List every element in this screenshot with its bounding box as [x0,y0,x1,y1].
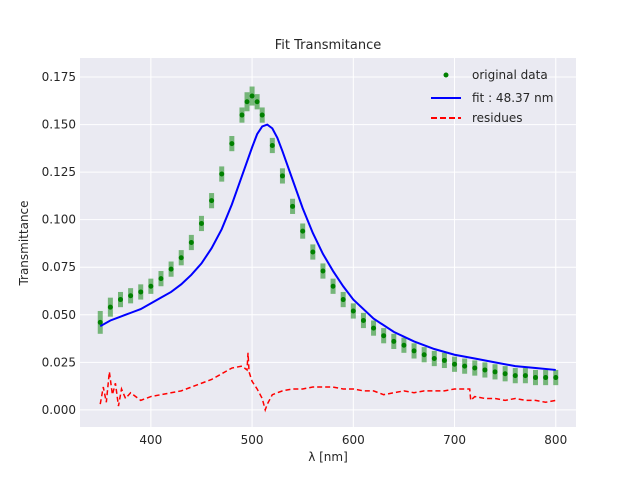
data-point [178,255,184,261]
data-point [259,112,265,118]
data-point [391,338,397,344]
y-tick-label: 0.000 [42,403,76,417]
data-point [300,228,306,234]
data-point [371,325,377,331]
x-tick-label: 800 [544,433,567,447]
legend-label-residues: residues [472,111,523,125]
data-point [310,249,316,255]
legend: original data fit : 48.37 nm residues [431,68,553,125]
data-point [168,266,174,272]
data-point [462,363,468,369]
chart-title: Fit Transmitance [275,38,381,53]
y-tick-label: 0.075 [42,260,76,274]
y-tick-label: 0.025 [42,355,76,369]
data-point [502,371,508,377]
data-point [411,348,417,354]
y-axis-label: Transmittance [17,200,31,286]
data-point [320,268,326,274]
residues-line [99,352,556,413]
data-point [158,276,164,282]
data-point [431,356,437,362]
data-point [198,220,204,226]
data-point [350,308,356,314]
data-point [553,375,559,381]
data-point [219,171,225,177]
data-point [107,304,113,310]
data-point [244,99,250,105]
data-point [148,283,154,289]
ticks: 400 500 600 700 800 0.000 0.025 0.050 0.075 0.100… [42,70,568,447]
data-point [340,297,346,303]
data-point [254,99,260,105]
data-point [472,365,478,371]
y-tick-label: 0.150 [42,118,76,132]
data-point [512,373,518,379]
y-tick-label: 0.100 [42,213,76,227]
data-point [543,375,549,381]
data-point [330,283,336,289]
legend-label-fit: fit : 48.37 nm [472,91,553,105]
data-point [360,317,366,323]
data-point [279,173,285,179]
x-tick-label: 600 [342,433,365,447]
y-tick-label: 0.125 [42,165,76,179]
data-point [117,297,123,303]
x-tick-label: 700 [443,433,466,447]
data-point [492,369,498,375]
data-point [249,93,255,99]
x-axis-label: λ [nm] [308,450,348,464]
data-point [381,333,387,339]
data-point [452,361,458,367]
data-point [188,240,194,245]
x-tick-label: 500 [241,433,264,447]
series-group [97,93,559,413]
data-point [138,289,144,295]
y-tick-label: 0.050 [42,308,76,322]
data-point [269,142,275,148]
grid [80,58,576,427]
legend-label-original-data: original data [472,68,548,82]
data-point [401,342,407,348]
y-tick-label: 0.175 [42,70,76,84]
data-point [290,203,296,209]
x-tick-label: 400 [139,433,162,447]
data-point [128,293,134,299]
data-point [209,198,215,204]
data-point [482,367,488,373]
data-point [97,319,103,325]
data-point [229,141,235,147]
legend-marker-original-data [443,72,449,78]
data-point [421,352,427,358]
data-point [441,357,447,363]
fit-line [99,123,556,371]
data-point [239,112,245,118]
data-point [522,373,528,379]
data-point [533,375,539,381]
